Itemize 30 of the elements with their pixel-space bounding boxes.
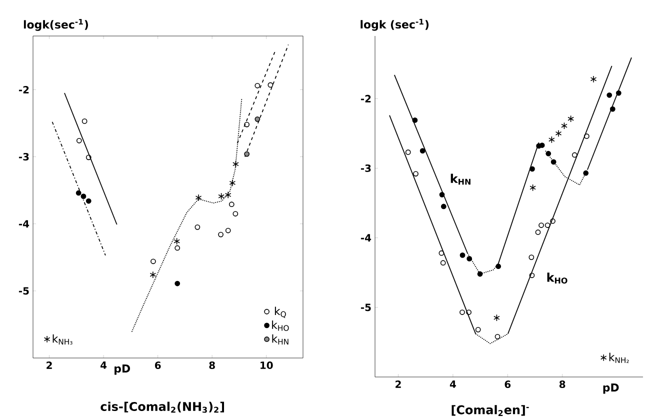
y-tick-label: -3 — [18, 152, 29, 160]
annotation: k$_{HO}$ — [547, 272, 568, 284]
x-tick-label: 8 — [209, 361, 215, 369]
x-tick-label: 2 — [46, 361, 52, 369]
legend-label: k$_{NH₂}$ — [609, 352, 629, 363]
y-tick-label: -4 — [360, 234, 372, 242]
legend-label: k$_{HO}$ — [272, 320, 289, 331]
x-tick-label: 6 — [154, 361, 161, 369]
text: [Comal$_{2}$en]$^{-}$ — [452, 404, 529, 416]
legend-label: k$_{HN}$ — [272, 334, 288, 344]
x-axis-title: pD — [114, 364, 130, 375]
y-axis-title: logk (sec$^{-1}$) — [360, 18, 429, 31]
annotation: k$_{HN}$ — [450, 174, 470, 185]
y-axis-title: logk(sec$^{-1}$) — [24, 18, 88, 31]
legend-label: k$_{NH₃}$ — [52, 334, 72, 344]
x-tick-label: 2 — [396, 380, 401, 388]
x-tick-label: 8 — [559, 380, 566, 388]
y-tick-label: -2 — [18, 86, 29, 94]
y-tick-label: -4 — [18, 220, 30, 228]
x-tick-label: 6 — [504, 380, 511, 388]
y-tick-label: -5 — [360, 304, 371, 311]
text: cis-[Comal$_{2}$(NH$_{3}$)$_{2}$] — [100, 402, 224, 413]
x-tick-label: 4 — [100, 361, 107, 369]
x-axis-title: pD — [603, 383, 619, 394]
x-tick-label: 4 — [450, 380, 456, 388]
y-tick-label: -5 — [18, 287, 29, 294]
y-tick-label: -3 — [360, 164, 371, 172]
legend-label: k$_{Q}$ — [274, 306, 286, 318]
y-tick-label: -2 — [360, 94, 371, 102]
x-tick-label: 10 — [260, 361, 273, 369]
